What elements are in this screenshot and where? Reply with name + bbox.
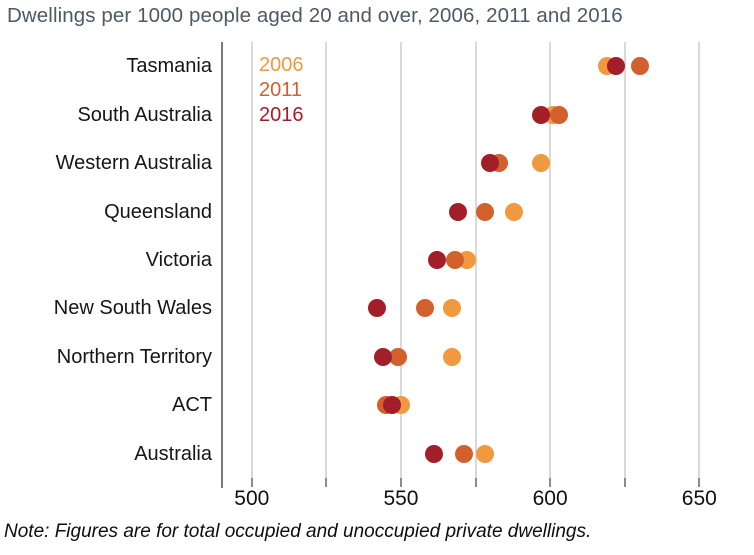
dot-2016-northern-territory bbox=[374, 347, 393, 366]
dot-2011-australia bbox=[454, 444, 473, 463]
gridline-600 bbox=[549, 42, 552, 478]
dot-2011-victoria bbox=[445, 251, 464, 269]
dot-2011-northern-territory bbox=[389, 347, 407, 366]
dot-2006-northern-territory bbox=[442, 347, 461, 366]
gridline-550 bbox=[399, 42, 402, 478]
dot-2016-queensland bbox=[448, 202, 467, 221]
legend-item-2006: 2006 bbox=[259, 54, 304, 76]
gridline-650 bbox=[698, 42, 701, 478]
x-tick-575 bbox=[474, 478, 477, 487]
dot-2016-act bbox=[383, 396, 402, 415]
category-label-queensland: Queensland bbox=[104, 200, 212, 223]
dot-2011-tasmania bbox=[630, 57, 649, 76]
gridline-625 bbox=[623, 42, 626, 478]
x-tick-650 bbox=[698, 478, 701, 487]
x-tick-525 bbox=[325, 478, 328, 487]
x-tick-label-600: 600 bbox=[532, 487, 568, 510]
dot-2006-australia bbox=[475, 444, 494, 463]
category-label-tasmania: Tasmania bbox=[126, 55, 212, 78]
dot-2006-queensland bbox=[505, 202, 524, 221]
y-axis-line bbox=[221, 42, 223, 488]
chart-title: Dwellings per 1000 people aged 20 and ov… bbox=[7, 4, 623, 27]
gridline-500 bbox=[250, 42, 253, 478]
dot-2006-western-australia bbox=[532, 154, 551, 173]
x-tick-label-650: 650 bbox=[681, 487, 717, 510]
dot-2011-queensland bbox=[475, 202, 494, 221]
x-tick-600 bbox=[549, 478, 552, 487]
dot-2011-new-south-wales bbox=[415, 299, 434, 318]
dot-2006-new-south-wales bbox=[442, 299, 461, 318]
x-tick-500 bbox=[250, 478, 253, 487]
dot-2011-south-australia bbox=[550, 105, 569, 124]
dot-2016-south-australia bbox=[532, 105, 551, 124]
category-label-new-south-wales: New South Wales bbox=[53, 297, 212, 320]
legend: 2006 2011 2016 bbox=[259, 53, 304, 128]
x-tick-550 bbox=[399, 478, 402, 487]
dot-2016-australia bbox=[424, 444, 443, 463]
plot-area: 2006 2011 2016 bbox=[222, 42, 753, 478]
category-label-victoria: Victoria bbox=[145, 249, 212, 271]
x-tick-625 bbox=[623, 478, 626, 487]
dot-2016-tasmania bbox=[606, 57, 625, 76]
dot-2016-victoria bbox=[427, 251, 446, 269]
category-label-western-australia: Western Australia bbox=[55, 152, 212, 175]
legend-item-2016: 2016 bbox=[259, 104, 304, 126]
gridline-525 bbox=[325, 42, 328, 478]
dot-2016-western-australia bbox=[481, 154, 500, 173]
x-tick-label-550: 550 bbox=[383, 487, 419, 510]
category-label-australia: Australia bbox=[134, 442, 212, 465]
legend-item-2011: 2011 bbox=[259, 79, 303, 101]
note-text: Note: Figures are for total occupied and… bbox=[4, 521, 592, 542]
category-label-act: ACT bbox=[172, 394, 212, 417]
x-tick-label-500: 500 bbox=[234, 487, 270, 510]
dot-2016-new-south-wales bbox=[368, 299, 387, 318]
category-label-northern-territory: Northern Territory bbox=[56, 345, 212, 368]
category-label-south-australia: South Australia bbox=[77, 103, 212, 126]
